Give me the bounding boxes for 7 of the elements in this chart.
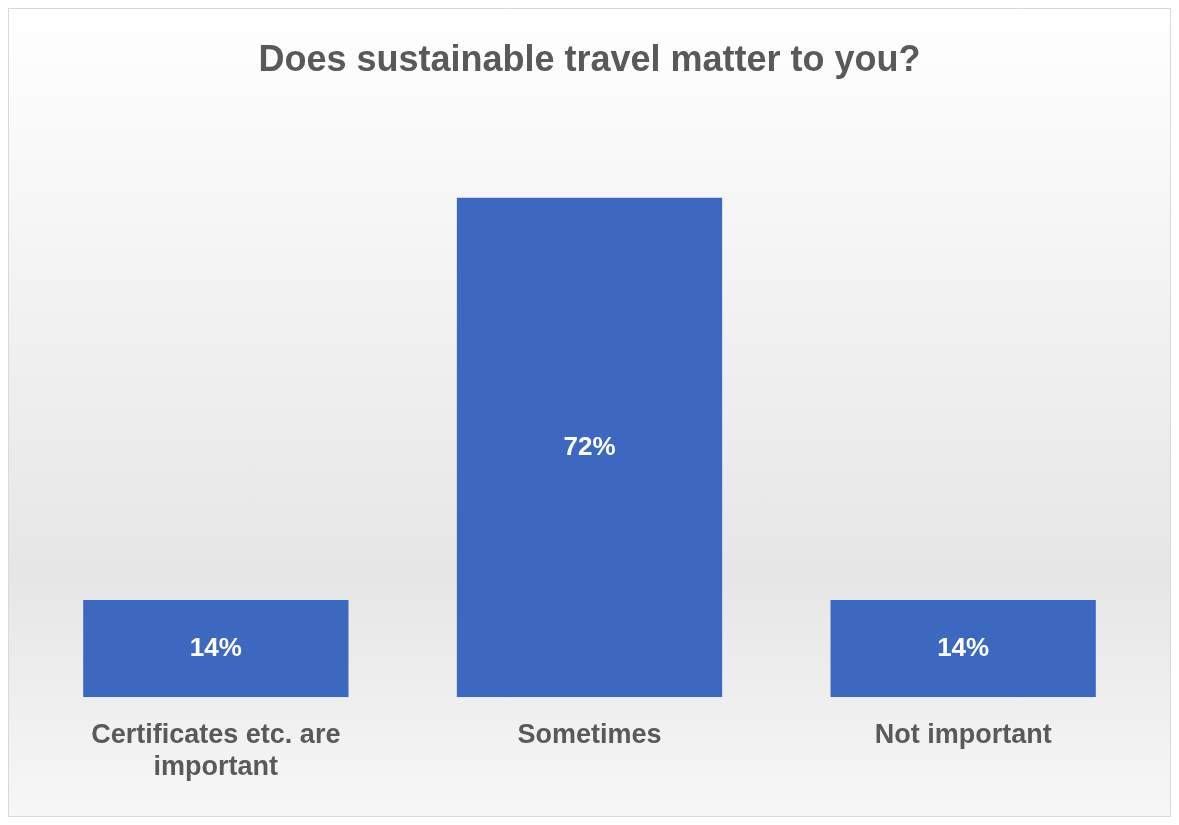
chart-title: Does sustainable travel matter to you? (258, 37, 921, 79)
x-tick-label: Not important (874, 718, 1052, 749)
x-tick-label: Certificates etc. are important (91, 718, 341, 782)
data-label: 14% (189, 631, 242, 662)
data-label: 14% (937, 631, 990, 662)
data-label: 72% (563, 430, 616, 461)
x-tick-label: Sometimes (517, 718, 662, 749)
